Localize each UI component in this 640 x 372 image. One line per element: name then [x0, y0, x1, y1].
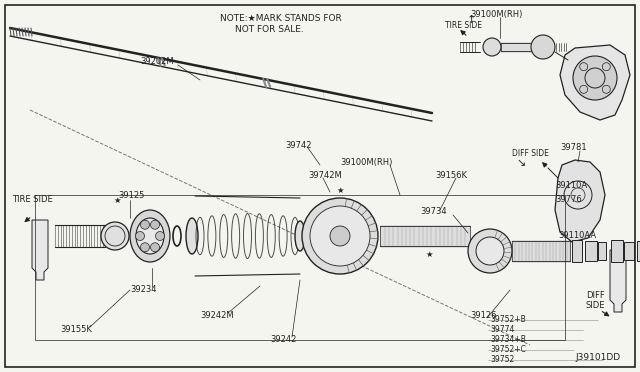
- Ellipse shape: [130, 210, 170, 262]
- Text: 39100M(RH): 39100M(RH): [340, 157, 392, 167]
- Circle shape: [136, 231, 145, 241]
- Text: ★: ★: [113, 196, 120, 205]
- Text: 39242M: 39242M: [200, 311, 234, 321]
- Polygon shape: [610, 250, 626, 312]
- Bar: [572, 240, 582, 262]
- Text: 39752+C: 39752+C: [490, 346, 526, 355]
- Bar: [624, 242, 634, 260]
- Text: 39734+B: 39734+B: [490, 336, 526, 344]
- Text: 39781: 39781: [560, 144, 587, 153]
- Ellipse shape: [295, 221, 305, 251]
- Circle shape: [531, 35, 555, 59]
- Bar: [611, 240, 623, 262]
- Text: SIDE: SIDE: [586, 301, 605, 310]
- Bar: [35, 195, 565, 340]
- Circle shape: [573, 56, 617, 100]
- Text: 39202M: 39202M: [140, 58, 173, 67]
- Ellipse shape: [186, 218, 198, 254]
- Polygon shape: [32, 220, 48, 280]
- Text: 39126: 39126: [470, 311, 497, 321]
- Text: 39100M(RH): 39100M(RH): [470, 10, 522, 19]
- Bar: [512, 241, 570, 261]
- Text: 39752: 39752: [490, 356, 515, 365]
- Bar: [637, 241, 640, 261]
- Polygon shape: [555, 160, 605, 242]
- Text: 39155K: 39155K: [60, 326, 92, 334]
- Text: DIFF: DIFF: [586, 291, 605, 299]
- Circle shape: [468, 229, 512, 273]
- Ellipse shape: [136, 218, 164, 254]
- Text: 39156K: 39156K: [435, 170, 467, 180]
- Circle shape: [476, 237, 504, 265]
- Bar: [501, 43, 535, 51]
- Text: 39774: 39774: [490, 326, 515, 334]
- Circle shape: [141, 243, 150, 252]
- Circle shape: [156, 231, 164, 241]
- Circle shape: [150, 220, 159, 229]
- Text: 39234: 39234: [130, 285, 157, 295]
- Circle shape: [483, 38, 501, 56]
- Text: NOT FOR SALE.: NOT FOR SALE.: [235, 26, 304, 35]
- Text: ★: ★: [336, 186, 344, 195]
- Circle shape: [310, 206, 370, 266]
- Bar: [598, 242, 606, 260]
- Text: ↘: ↘: [516, 158, 525, 168]
- Circle shape: [101, 222, 129, 250]
- Text: TIRE SIDE: TIRE SIDE: [12, 196, 52, 205]
- Polygon shape: [560, 45, 630, 120]
- Bar: [585, 241, 597, 261]
- Text: 39125: 39125: [118, 192, 145, 201]
- Text: 39110A: 39110A: [555, 180, 587, 189]
- Bar: [380, 226, 470, 246]
- Text: 39742: 39742: [285, 141, 312, 150]
- Text: ↑: ↑: [467, 15, 476, 25]
- Text: 39242: 39242: [270, 336, 296, 344]
- Circle shape: [302, 198, 378, 274]
- Text: ★: ★: [425, 250, 433, 259]
- Text: 39110AA: 39110AA: [558, 231, 596, 240]
- Text: TIRE SIDE: TIRE SIDE: [445, 22, 482, 31]
- Text: 39734: 39734: [420, 208, 447, 217]
- Text: 39742M: 39742M: [308, 170, 342, 180]
- Circle shape: [141, 220, 150, 229]
- Text: J39101DD: J39101DD: [575, 353, 620, 362]
- Text: NOTE:★MARK STANDS FOR: NOTE:★MARK STANDS FOR: [220, 13, 342, 22]
- Text: 39752+B: 39752+B: [490, 315, 525, 324]
- Text: DIFF SIDE: DIFF SIDE: [512, 148, 549, 157]
- Text: 39776: 39776: [555, 196, 582, 205]
- Circle shape: [330, 226, 350, 246]
- Circle shape: [150, 243, 159, 252]
